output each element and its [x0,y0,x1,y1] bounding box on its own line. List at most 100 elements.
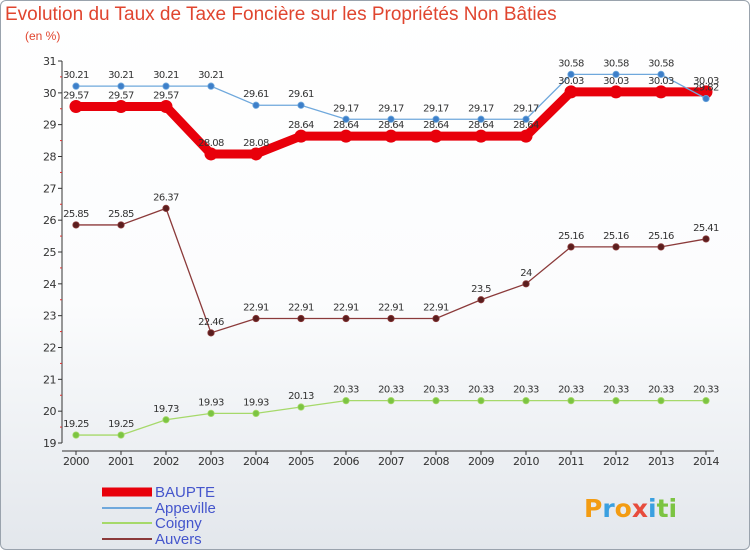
point-baupte [564,85,578,99]
point-baupte [204,147,218,161]
data-label-auvers: 25.85 [63,209,89,220]
legend-label-auvers: Auvers [155,531,202,548]
logo-letter: P [584,494,602,523]
point-coigny [612,397,620,405]
data-label-coigny: 20.33 [423,385,449,396]
y-tick-label: 26 [43,214,56,227]
point-baupte [159,100,173,114]
logo-letter: o [615,494,632,523]
point-baupte [609,85,623,99]
point-appeville [702,94,710,103]
point-appeville [432,115,440,123]
data-label-auvers: 23.5 [471,284,491,295]
data-label-appeville: 30.21 [63,70,89,81]
data-label-baupte: 29.57 [108,91,134,102]
series-lines [69,70,713,439]
proxiti-logo: Proxiti [584,494,677,523]
data-label-auvers: 25.41 [693,223,719,234]
y-tick-label: 28 [43,151,56,164]
axes: 19 20 21 22 23 24 25 26 27 28 29 30 31 2000 2001 2002 20… [43,55,720,468]
chart-subtitle: (en %) [25,29,61,43]
point-baupte [384,129,398,143]
point-auvers [207,329,215,337]
data-label-baupte: 29.57 [153,91,179,102]
data-label-baupte: 28.08 [243,138,269,149]
data-label-baupte: 28.64 [288,120,314,131]
y-tick-label: 30 [43,87,56,100]
data-label-appeville: 30.21 [108,70,134,81]
legend-label-appeville: Appeville [155,500,216,517]
point-auvers [252,314,260,323]
point-baupte [429,129,443,143]
x-tick-label: 2003 [198,455,224,468]
point-appeville [297,101,305,109]
chart-title: Evolution du Taux de Taxe Foncière sur l… [5,4,557,25]
y-tick-label: 21 [43,373,56,386]
data-label-appeville: 29.17 [333,103,359,114]
point-coigny [162,416,170,424]
data-label-coigny: 20.33 [693,385,719,396]
point-labels: 29.57 29.57 29.57 28.08 28.08 28.64 28.64 28.64… [63,58,719,430]
data-label-appeville: 30.58 [648,58,674,69]
x-tick-label: 2007 [378,455,404,468]
point-appeville [162,82,170,90]
data-label-auvers: 22.91 [333,303,359,314]
y-tick-label: 23 [43,310,56,323]
data-label-appeville: 29.61 [243,89,269,100]
point-auvers [702,235,710,243]
data-label-auvers: 25.85 [108,209,134,220]
x-tick-label: 2000 [63,455,89,468]
logo-letter: r [602,494,615,523]
data-label-coigny: 19.93 [198,397,224,408]
point-coigny [297,403,305,411]
y-tick-label: 31 [43,55,56,68]
data-label-appeville: 29.17 [378,103,404,114]
y-tick-label: 24 [43,278,56,291]
point-auvers [387,314,395,323]
data-label-appeville: 30.58 [558,58,584,69]
y-tick-label: 29 [43,119,56,132]
point-coigny [72,431,80,439]
point-baupte [519,129,533,143]
point-appeville [567,70,575,78]
point-coigny [522,397,530,405]
point-coigny [207,409,215,417]
data-label-baupte: 28.64 [423,120,449,131]
data-label-auvers: 25.16 [558,231,584,242]
data-label-auvers: 22.91 [288,303,314,314]
point-appeville [207,82,215,90]
data-label-appeville: 29.17 [513,103,539,114]
point-appeville [252,101,260,109]
data-label-baupte: 28.64 [513,120,539,131]
y-tick-label: 20 [43,405,56,418]
point-auvers [522,280,530,288]
data-label-auvers: 26.37 [153,192,179,203]
point-coigny [387,397,395,405]
point-auvers [477,296,485,304]
data-label-baupte: 30.03 [558,76,584,87]
data-label-coigny: 20.33 [648,385,674,396]
point-coigny [567,397,575,405]
point-auvers [342,314,350,323]
data-label-coigny: 20.33 [333,385,359,396]
data-label-coigny: 19.25 [63,419,89,430]
point-appeville [477,115,485,123]
x-tick-label: 2013 [648,455,674,468]
point-baupte [699,85,713,99]
data-label-auvers: 22.91 [243,303,269,314]
y-tick-label: 22 [43,342,56,355]
data-label-baupte: 28.08 [198,138,224,149]
x-tick-label: 2005 [288,455,314,468]
data-label-appeville: 30.21 [198,70,224,81]
point-appeville [612,70,620,78]
point-appeville [387,115,395,123]
point-coigny [342,397,350,405]
point-baupte [474,129,488,143]
logo-letter: i [669,494,678,523]
data-label-auvers: 22.46 [198,317,224,328]
legend-label-baupte: BAUPTE [155,484,215,501]
logo-letter: i [648,494,657,523]
data-label-coigny: 20.33 [378,385,404,396]
